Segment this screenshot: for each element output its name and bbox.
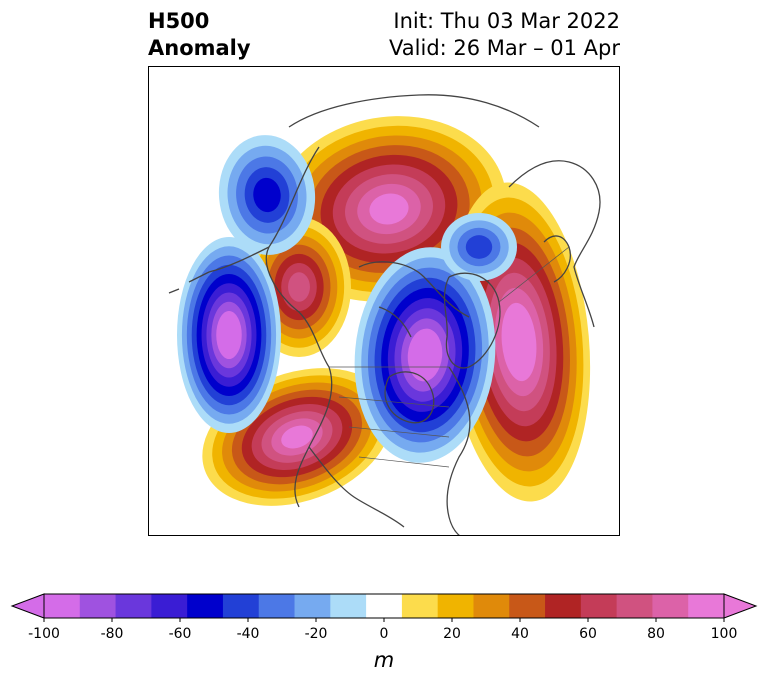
- colorbar-cell: [294, 594, 331, 618]
- contour-band: [221, 320, 237, 350]
- colorbar-cell: [222, 594, 260, 618]
- colorbar-cell: [44, 594, 81, 618]
- colorbar-cell: [151, 594, 188, 618]
- political-border: [338, 396, 450, 408]
- colorbar-tick-label: 20: [443, 626, 461, 642]
- colorbar-cell: [437, 594, 474, 618]
- title-field: Anomaly: [148, 36, 251, 60]
- trough-bering: [218, 135, 316, 255]
- coastline: [443, 272, 501, 369]
- colorbar: -100 -80 -60 -40 -20 0 20 40 60 80 100: [10, 593, 758, 642]
- contour-band: [281, 425, 313, 449]
- contour-band: [508, 317, 530, 367]
- coastline: [265, 146, 333, 508]
- coastline: [168, 246, 270, 294]
- colorbar-tick-label: -80: [101, 626, 124, 642]
- colorbar-cell: [79, 594, 117, 618]
- title-right: Init: Thu 03 Mar 2022 Valid: 26 Mar – 01…: [389, 8, 620, 62]
- colorbar-cells: [10, 593, 758, 619]
- political-border: [358, 456, 450, 468]
- coastline: [288, 94, 540, 128]
- colorbar-tick-label: 80: [647, 626, 665, 642]
- colorbar-cell: [616, 594, 653, 618]
- init-time: Init: Thu 03 Mar 2022: [393, 9, 620, 33]
- contour-band: [465, 235, 493, 259]
- colorbar-cell: [652, 594, 689, 618]
- coastline: [308, 446, 405, 528]
- colorbar-extend-high: [723, 593, 758, 619]
- trough-scandinavia: [441, 213, 517, 281]
- colorbar-tick-label: 40: [511, 626, 529, 642]
- colorbar-cell: [401, 594, 439, 618]
- colorbar-cell: [187, 594, 224, 618]
- coastline: [384, 371, 435, 424]
- political-border: [498, 246, 570, 303]
- ridge-western-us: [202, 368, 392, 506]
- colorbar-extend-low: [10, 593, 45, 619]
- colorbar-tick-label: 0: [380, 626, 389, 642]
- colorbar-cell: [509, 594, 546, 618]
- coastline: [508, 160, 601, 328]
- colorbar-unit: m: [373, 648, 395, 672]
- colorbar-cell: [473, 594, 510, 618]
- contour-band: [288, 272, 310, 302]
- valid-range: Valid: 26 Mar – 01 Apr: [389, 36, 620, 60]
- colorbar-cell: [330, 594, 367, 618]
- colorbar-cell: [115, 594, 152, 618]
- coastline: [446, 366, 471, 535]
- colorbar-tick-label: -100: [28, 626, 60, 642]
- colorbar-tick-label: -40: [237, 626, 260, 642]
- colorbar-cell: [688, 594, 725, 618]
- contour-band: [414, 338, 436, 372]
- colorbar-tick-label: -60: [169, 626, 192, 642]
- colorbar-cell: [366, 594, 403, 618]
- political-border: [348, 426, 450, 438]
- colorbar-cell: [258, 594, 296, 618]
- colorbar-tick-label: 100: [711, 626, 738, 642]
- colorbar-tick-label: -20: [305, 626, 328, 642]
- title-left: H500 Anomaly: [148, 8, 251, 62]
- anomaly-map: [168, 94, 601, 535]
- map-panel: [148, 66, 620, 536]
- trough-north-pacific: [177, 237, 281, 433]
- contour-band: [369, 193, 409, 225]
- coastlines: [168, 94, 601, 535]
- title-variable: H500: [148, 9, 210, 33]
- colorbar-tick-label: 60: [579, 626, 597, 642]
- anomaly-contours: [177, 116, 591, 506]
- colorbar-cell: [580, 594, 618, 618]
- colorbar-ticks: -100 -80 -60 -40 -20 0 20 40 60 80 100: [28, 618, 737, 642]
- colorbar-cell: [545, 594, 582, 618]
- contour-band: [253, 177, 281, 213]
- coastline: [358, 261, 470, 338]
